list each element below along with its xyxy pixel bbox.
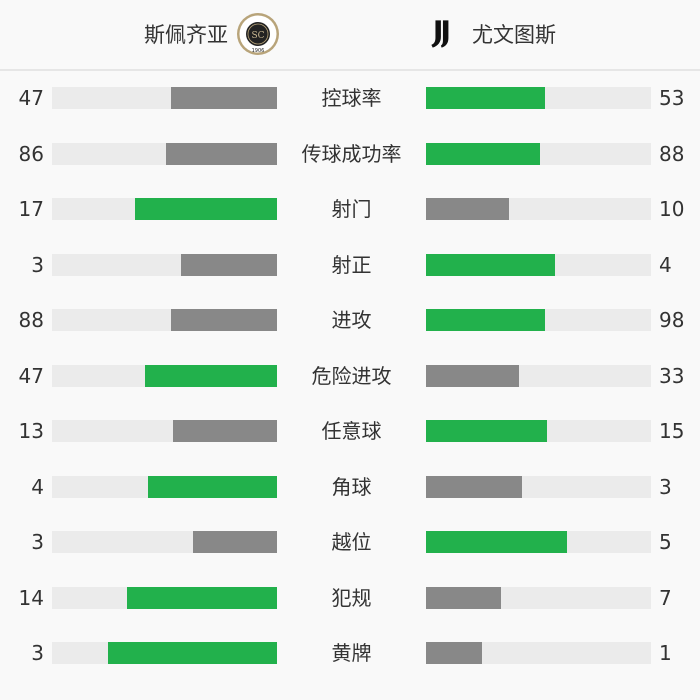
away-bar [426,642,651,664]
away-bar [426,253,651,276]
home-value: 3 [31,252,44,277]
away-bar-fill [426,531,567,553]
away-value: 5 [659,530,672,554]
stat-label: 任意球 [321,419,382,443]
home-value: 86 [18,141,44,166]
stat-label: 角球 [331,474,372,499]
away-value: 3 [659,474,672,499]
stat-row: 3 黄牌 1 [0,641,700,665]
away-value: 98 [659,308,685,332]
stat-label: 射正 [331,252,372,277]
juventus-logo-icon [431,20,449,48]
home-value: 88 [18,308,44,332]
home-bar [52,642,277,664]
away-bar-fill [426,198,510,220]
away-bar-fill [426,586,501,609]
home-value: 47 [18,363,44,388]
away-value: 88 [659,141,685,166]
home-bar [52,364,277,387]
away-bar-fill [426,364,519,387]
away-bar-fill [426,642,483,664]
away-bar-fill [426,420,547,442]
stat-row: 86 传球成功率 88 [0,141,700,166]
home-bar-fill [172,420,277,442]
away-value: 7 [659,585,672,610]
home-value: 4 [31,474,44,499]
away-value: 53 [659,86,685,110]
home-bar-fill [144,364,277,387]
home-bar [52,309,277,331]
stat-label: 射门 [331,197,372,221]
away-bar [426,309,651,331]
stat-row: 47 控球率 53 [0,86,700,110]
away-bar [426,531,651,553]
away-value: 1 [659,641,672,665]
home-bar [52,420,277,442]
stat-row: 88 进攻 98 [0,308,700,332]
away-value: 4 [659,252,672,277]
away-bar [426,420,651,442]
away-bar-fill [426,475,523,498]
home-team[interactable]: 斯佩齐亚 SC 1906 [144,12,280,56]
home-value: 3 [31,641,44,665]
home-bar-fill [148,475,277,498]
stat-row: 4 角球 3 [0,474,700,499]
home-value: 47 [18,86,44,110]
stat-label: 传球成功率 [301,141,402,166]
away-bar [426,198,651,220]
home-bar-fill [192,531,277,553]
stat-row: 3 射正 4 [0,252,700,277]
home-team-name: 斯佩齐亚 [144,23,228,47]
home-value: 14 [18,585,44,610]
home-bar-fill [127,586,277,609]
away-value: 33 [659,363,685,388]
away-value: 10 [659,197,685,221]
home-bar [52,253,277,276]
home-bar [52,586,277,609]
home-bar [52,198,277,220]
spezia-crest-icon: SC 1906 [237,13,279,55]
stat-row: 13 任意球 15 [0,419,700,443]
away-team[interactable]: 尤文图斯 [430,12,556,56]
stat-label: 越位 [331,530,372,554]
home-bar-fill [108,642,277,664]
away-bar [426,586,651,609]
stat-label: 危险进攻 [311,363,392,388]
home-bar [52,142,277,165]
home-bar [52,87,277,109]
stat-label: 进攻 [331,308,372,332]
away-bar-fill [426,309,545,331]
away-bar-fill [426,87,546,109]
home-bar-fill [135,198,277,220]
stat-row: 14 犯规 7 [0,585,700,610]
match-header: 斯佩齐亚 SC 1906 尤文图斯 [0,0,700,71]
away-team-name: 尤文图斯 [472,23,556,47]
home-value: 13 [18,419,44,443]
stat-label: 黄牌 [331,641,372,665]
away-bar-fill [426,142,540,165]
away-bar [426,142,651,165]
home-bar [52,531,277,553]
home-bar-fill [165,142,277,165]
stat-row: 17 射门 10 [0,197,700,221]
svg-text:SC: SC [251,31,264,41]
away-bar-fill [426,253,555,276]
home-bar-fill [180,253,277,276]
stat-label: 犯规 [331,585,372,610]
away-bar [426,87,651,109]
stat-label: 控球率 [321,86,382,110]
stat-row: 3 越位 5 [0,530,700,554]
home-bar [52,475,277,498]
svg-text:1906: 1906 [252,48,265,54]
away-bar [426,364,651,387]
home-value: 3 [31,530,44,554]
home-bar-fill [170,309,277,331]
away-bar [426,475,651,498]
stat-row: 47 危险进攻 33 [0,363,700,388]
away-value: 15 [659,419,685,443]
home-bar-fill [171,87,277,109]
home-value: 17 [18,197,44,221]
